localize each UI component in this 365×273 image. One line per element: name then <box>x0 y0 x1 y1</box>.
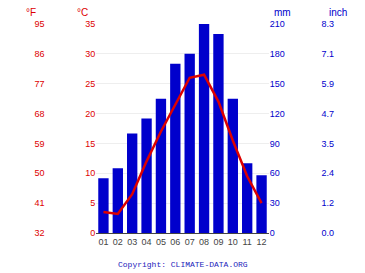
svg-text:95: 95 <box>34 19 44 29</box>
svg-text:5: 5 <box>90 198 95 208</box>
svg-text:7.1: 7.1 <box>322 49 335 59</box>
svg-text:inch: inch <box>329 7 347 18</box>
svg-text:50: 50 <box>34 168 44 178</box>
svg-text:5.9: 5.9 <box>322 79 335 89</box>
svg-text:150: 150 <box>270 79 285 89</box>
svg-text:90: 90 <box>270 139 280 149</box>
svg-text:02: 02 <box>113 237 123 247</box>
svg-text:01: 01 <box>98 237 108 247</box>
svg-text:04: 04 <box>142 237 152 247</box>
svg-text:8.3: 8.3 <box>322 19 335 29</box>
svg-text:07: 07 <box>185 237 195 247</box>
svg-text:60: 60 <box>270 168 280 178</box>
svg-text:11: 11 <box>243 237 252 247</box>
svg-text:41: 41 <box>34 198 44 208</box>
svg-text:180: 180 <box>270 49 285 59</box>
svg-text:03: 03 <box>127 237 137 247</box>
svg-text:mm: mm <box>274 7 291 18</box>
svg-text:86: 86 <box>34 49 44 59</box>
svg-text:°C: °C <box>77 7 88 18</box>
svg-text:3.5: 3.5 <box>322 139 335 149</box>
svg-text:32: 32 <box>34 228 44 238</box>
svg-text:30: 30 <box>270 198 280 208</box>
svg-text:Copyright: CLIMATE-DATA.ORG: Copyright: CLIMATE-DATA.ORG <box>118 260 248 269</box>
svg-text:05: 05 <box>156 237 166 247</box>
svg-text:06: 06 <box>170 237 180 247</box>
svg-text:09: 09 <box>213 237 223 247</box>
svg-text:59: 59 <box>34 139 44 149</box>
svg-text:30: 30 <box>85 49 95 59</box>
svg-text:°F: °F <box>26 7 36 18</box>
svg-text:10: 10 <box>85 168 95 178</box>
svg-text:10: 10 <box>228 237 238 247</box>
svg-text:15: 15 <box>85 139 95 149</box>
svg-text:0: 0 <box>90 228 95 238</box>
svg-text:2.4: 2.4 <box>322 168 335 178</box>
svg-text:0: 0 <box>270 228 275 238</box>
svg-text:35: 35 <box>85 19 95 29</box>
svg-text:12: 12 <box>257 237 267 247</box>
svg-text:120: 120 <box>270 109 285 119</box>
svg-text:68: 68 <box>34 109 44 119</box>
svg-text:08: 08 <box>199 237 209 247</box>
svg-text:25: 25 <box>85 79 95 89</box>
svg-text:20: 20 <box>85 109 95 119</box>
svg-text:1.2: 1.2 <box>322 198 335 208</box>
svg-text:0.0: 0.0 <box>322 228 335 238</box>
svg-text:4.7: 4.7 <box>322 109 335 119</box>
svg-text:210: 210 <box>270 19 285 29</box>
svg-text:77: 77 <box>34 79 44 89</box>
